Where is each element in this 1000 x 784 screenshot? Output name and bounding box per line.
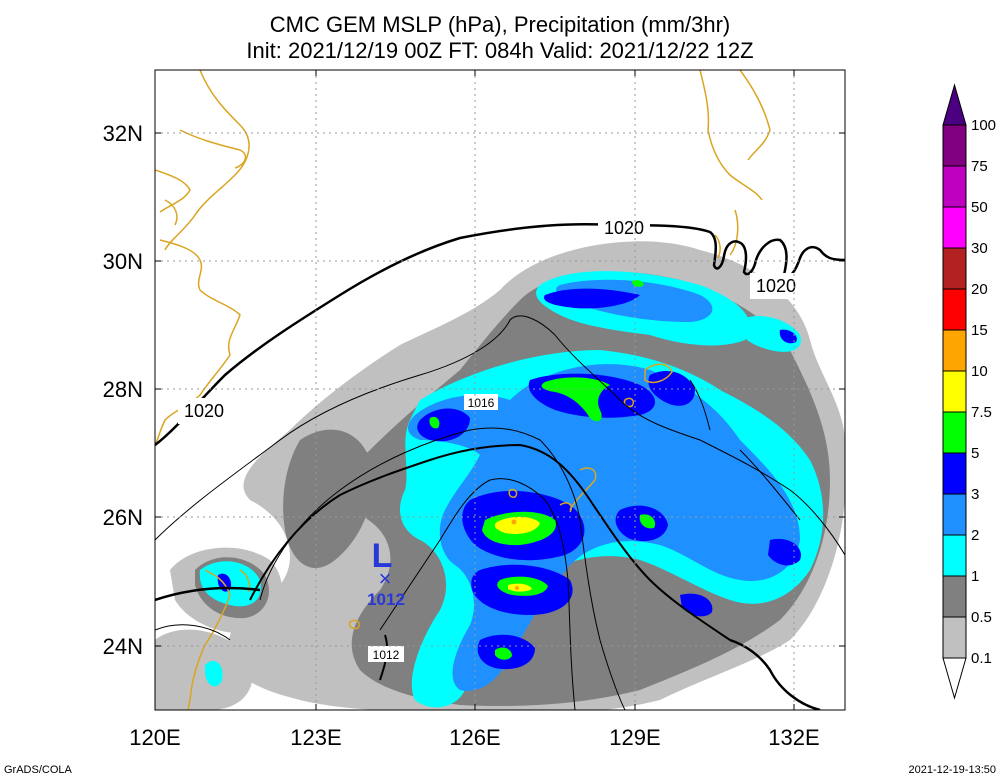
x-axis-labels: 120E 123E 126E 129E 132E (129, 725, 819, 750)
colorbar-swatch (942, 452, 967, 495)
colorbar-swatch (942, 575, 967, 618)
y-tick-label: 28N (103, 377, 143, 402)
colorbar-label: 100 (971, 117, 996, 134)
precip-7-5 (494, 516, 540, 592)
colorbar-label: 0.5 (971, 609, 992, 626)
colorbar-swatch (942, 124, 967, 167)
y-tick-label: 24N (103, 634, 143, 659)
colorbar-swatch (942, 165, 967, 208)
colorbar-label: 7.5 (971, 404, 992, 421)
y-tick-label: 26N (103, 505, 143, 530)
x-tick-label: 132E (768, 725, 819, 750)
low-letter: L (372, 537, 393, 575)
colorbar-swatch (942, 206, 967, 249)
colorbar-label: 30 (971, 240, 988, 257)
grid-lines (155, 70, 845, 710)
low-pressure-center: L × 1012 (367, 537, 405, 609)
y-tick-label: 32N (103, 121, 143, 146)
footer-timestamp: 2021-12-19-13:50 (909, 764, 996, 776)
y-tick-label: 30N (103, 249, 143, 274)
plot-area: 1020 1020 1020 1016 1012 L × 1012 (155, 70, 845, 710)
y-axis-labels: 32N 30N 28N 26N 24N (103, 121, 143, 659)
colorbar-label: 10 (971, 363, 988, 380)
colorbar-swatch (942, 493, 967, 536)
isobar-label-1016: 1016 (468, 396, 495, 410)
low-center-marker: × (379, 566, 392, 591)
x-tick-label: 126E (449, 725, 500, 750)
colorbar-label: 5 (971, 445, 979, 462)
title-line-1: CMC GEM MSLP (hPa), Precipitation (mm/3h… (270, 12, 730, 37)
coastlines (155, 70, 771, 710)
colorbar-bottom-triangle (942, 657, 967, 700)
tick-marks (155, 70, 845, 710)
x-tick-label: 120E (129, 725, 180, 750)
colorbar-label: 15 (971, 322, 988, 339)
colorbar-label: 2 (971, 527, 979, 544)
colorbar-label: 3 (971, 486, 979, 503)
x-tick-label: 129E (609, 725, 660, 750)
colorbar-swatch (942, 247, 967, 290)
colorbar-top-triangle (942, 83, 967, 126)
colorbar-swatch (942, 288, 967, 331)
colorbar-label: 0.1 (971, 650, 992, 667)
colorbar-swatch (942, 329, 967, 372)
colorbar-swatch (942, 370, 967, 413)
isobar-label-1012: 1012 (373, 648, 400, 662)
colorbar-swatch (942, 411, 967, 454)
x-tick-label: 123E (290, 725, 341, 750)
isobar-label-1020-right: 1020 (756, 276, 796, 296)
precip-10 (511, 519, 519, 590)
isobar-label-1020-left: 1020 (184, 401, 224, 421)
isobar-label-1020-top: 1020 (604, 218, 644, 238)
footer-software-label: GrADS/COLA (4, 764, 73, 776)
precipitation-colorbar: 0.1 0.5 1 2 3 5 7.5 10 15 20 30 50 75 100 (942, 83, 996, 700)
plot-frame (154, 69, 846, 711)
colorbar-label: 75 (971, 158, 988, 175)
low-pressure-value: 1012 (367, 590, 405, 609)
colorbar-label: 50 (971, 199, 988, 216)
isobars-thin (155, 315, 845, 710)
colorbar-swatch (942, 534, 967, 577)
colorbar-swatch (942, 616, 967, 659)
colorbar-label: 20 (971, 281, 988, 298)
title-line-2: Init: 2021/12/19 00Z FT: 084h Valid: 202… (246, 38, 753, 63)
isobar-labels: 1020 1020 1020 1016 1012 (178, 214, 802, 662)
colorbar-label: 1 (971, 568, 979, 585)
